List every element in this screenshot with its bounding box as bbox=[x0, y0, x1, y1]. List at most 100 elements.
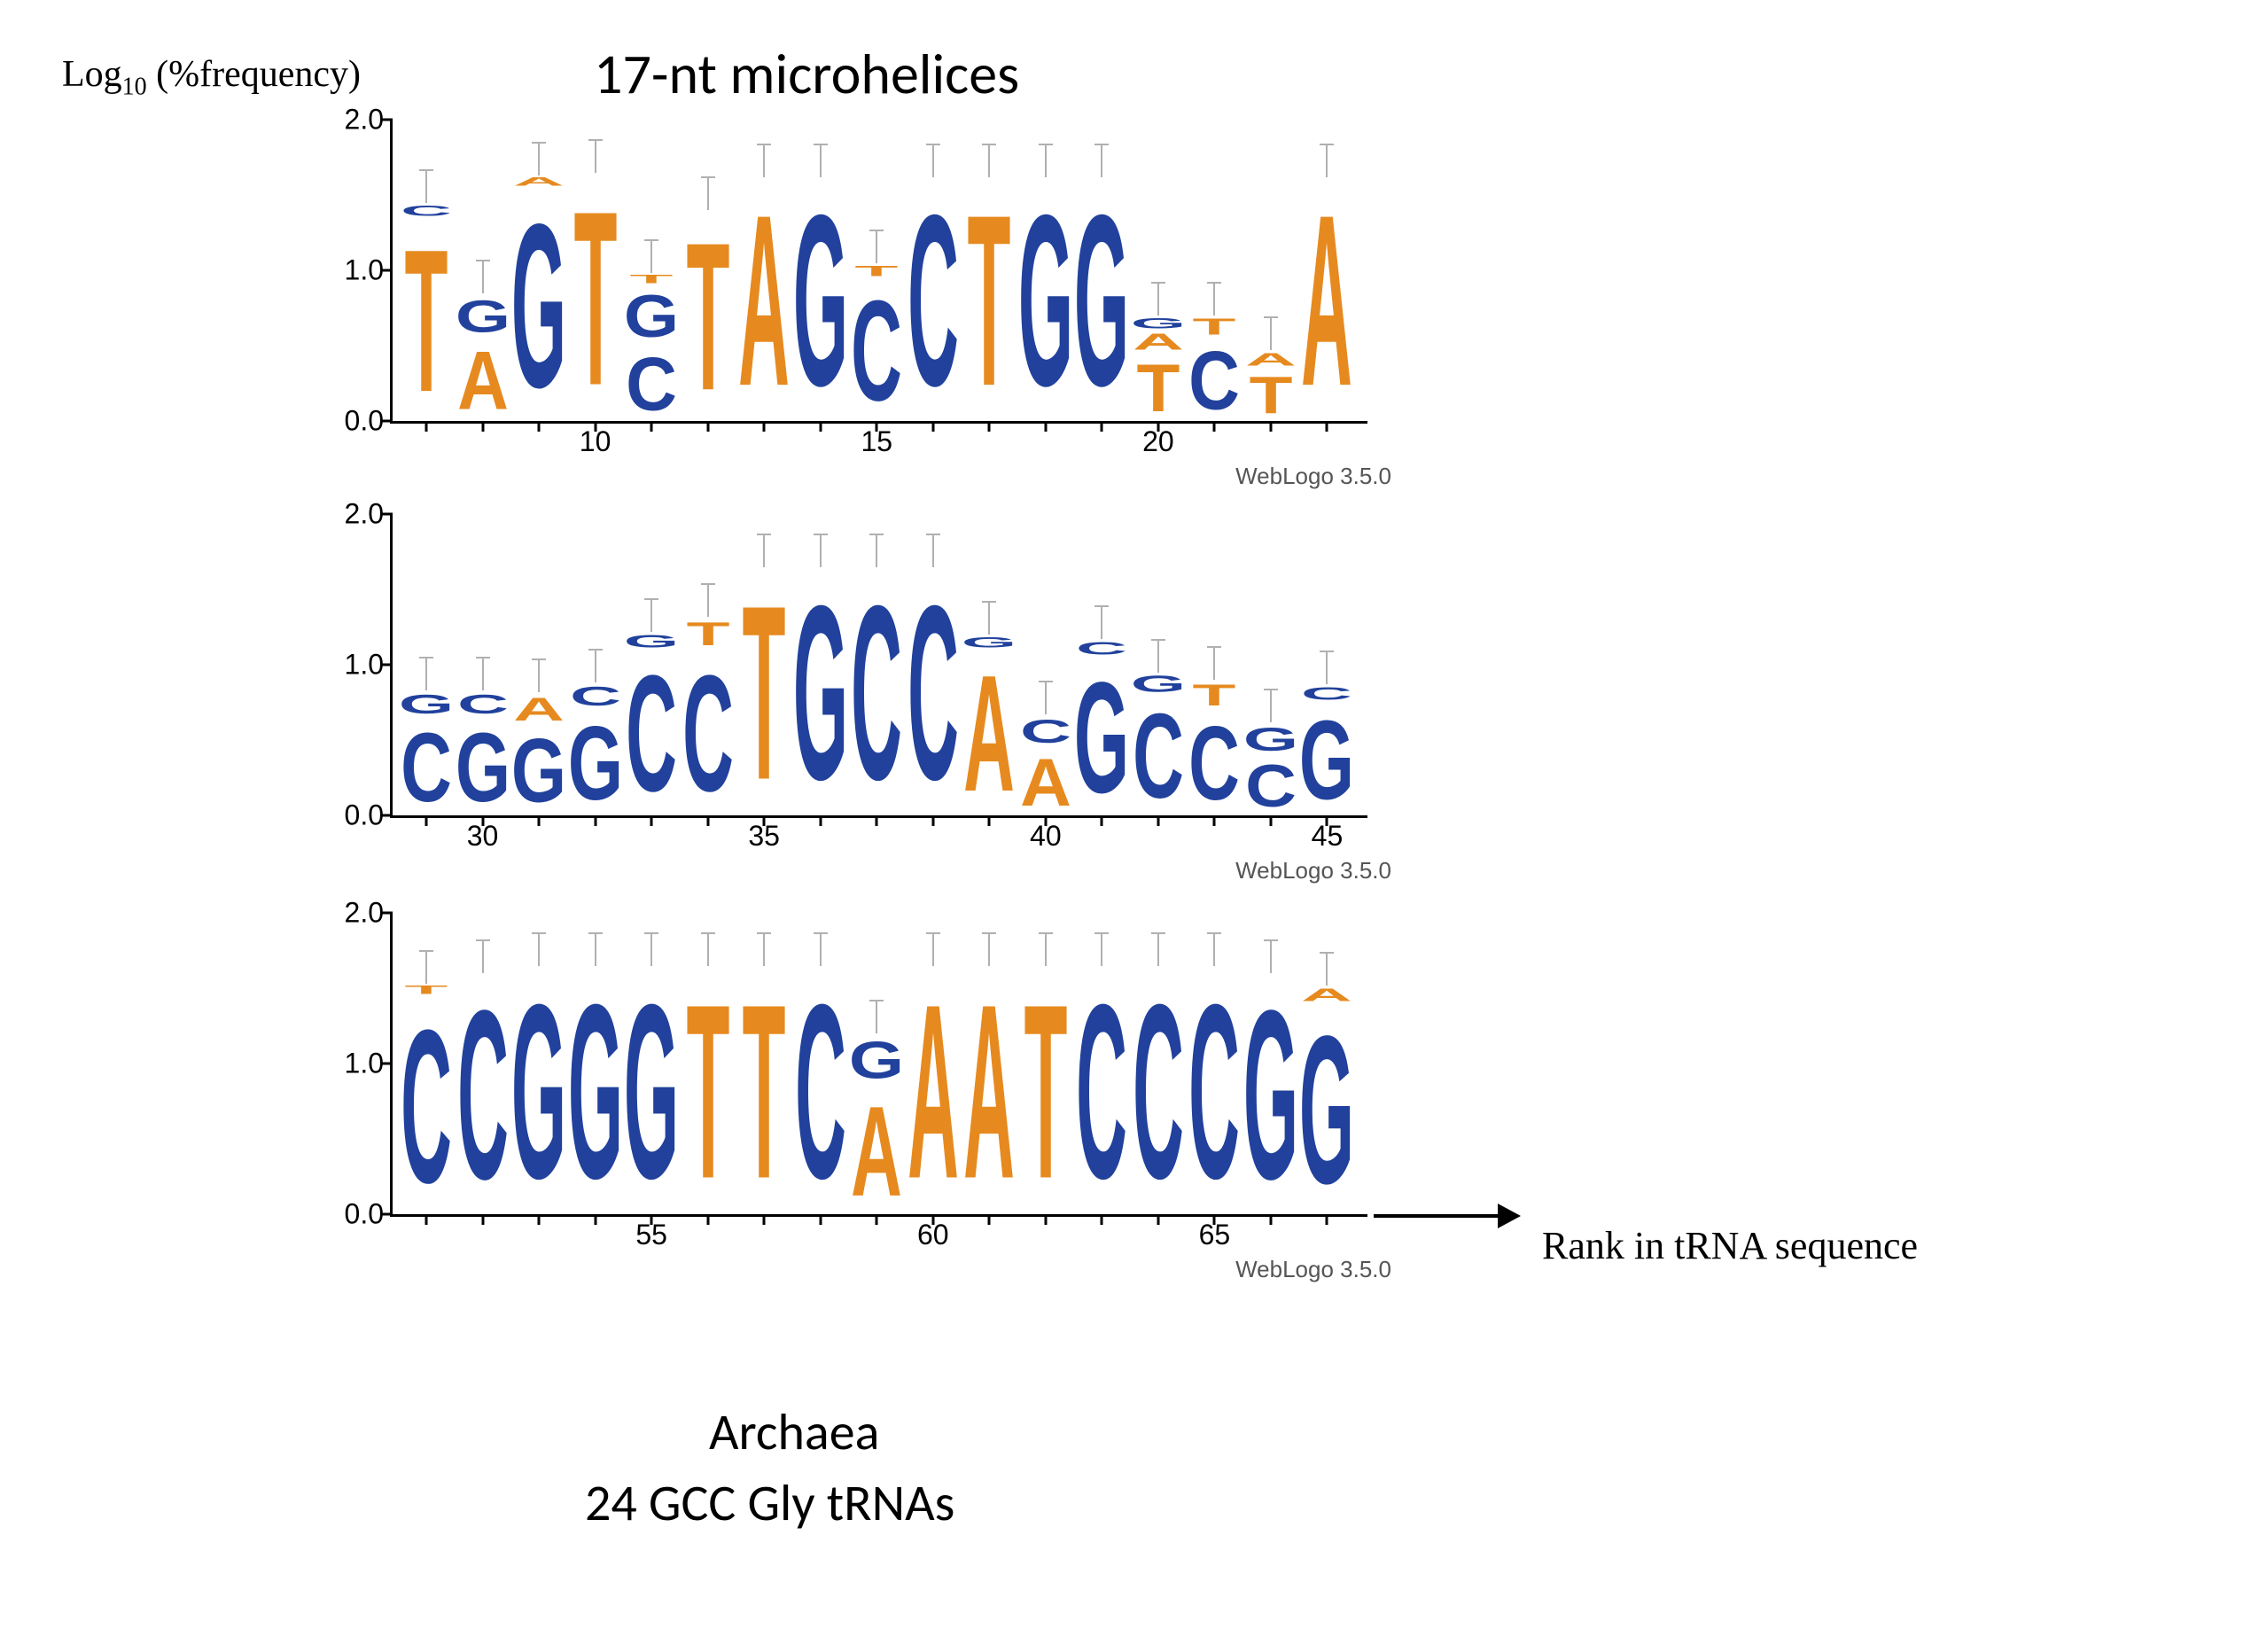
x-tick-mark bbox=[425, 421, 428, 432]
logo-position: A bbox=[739, 177, 789, 421]
logo-letter: A bbox=[1302, 986, 1352, 1003]
error-bar bbox=[643, 239, 659, 273]
error-bar bbox=[700, 583, 716, 617]
svg-text:G: G bbox=[627, 285, 676, 346]
logo-letter: T bbox=[1246, 369, 1296, 422]
logo-letter: C bbox=[458, 690, 508, 718]
logo-position: TAG bbox=[1133, 316, 1183, 421]
logo-letter: A bbox=[964, 966, 1014, 1215]
svg-text:G: G bbox=[458, 718, 508, 816]
error-bar bbox=[643, 932, 659, 966]
svg-text:G: G bbox=[514, 725, 564, 815]
x-axis-arrow-head bbox=[1498, 1204, 1521, 1228]
logo-letter: G bbox=[458, 293, 508, 339]
x-tick-mark bbox=[763, 421, 766, 432]
x-tick-label: 10 bbox=[580, 425, 611, 458]
logo-letter: A bbox=[1302, 177, 1352, 421]
error-bar bbox=[869, 230, 884, 263]
x-tick-mark bbox=[538, 815, 541, 826]
logo-letter: G bbox=[796, 567, 845, 816]
x-tick-label: 65 bbox=[1199, 1219, 1231, 1251]
logo-letter: C bbox=[683, 650, 733, 815]
logo-position: GA bbox=[514, 175, 564, 421]
caption-line-1: Archaea bbox=[709, 1400, 879, 1463]
weblogo-credit-3: WebLogo 3.5.0 bbox=[1235, 1256, 1391, 1283]
error-bar bbox=[1206, 932, 1222, 966]
logo-letter: C bbox=[1133, 695, 1183, 815]
svg-text:C: C bbox=[627, 346, 676, 421]
error-bar bbox=[756, 534, 772, 567]
y-tick-label: 1.0 bbox=[331, 1048, 384, 1080]
logo-position: CG bbox=[401, 690, 451, 815]
logo-letter: C bbox=[401, 996, 451, 1215]
logo-letter: T bbox=[852, 263, 901, 278]
error-bar bbox=[925, 534, 941, 567]
y-tick-label: 2.0 bbox=[331, 498, 384, 531]
x-tick-mark bbox=[538, 1214, 541, 1225]
svg-text:C: C bbox=[627, 650, 676, 815]
x-tick-mark bbox=[594, 815, 596, 826]
logo-panel-1: 0.01.02.0TCAGGAT10CGTTAGCT15CTGGTAG20CTT… bbox=[390, 120, 1365, 424]
x-tick-label: 55 bbox=[635, 1219, 667, 1251]
logo-letter: T bbox=[1189, 680, 1239, 710]
svg-text:T: T bbox=[1250, 369, 1293, 422]
logo-letter: G bbox=[571, 966, 620, 1215]
logo-letter: G bbox=[458, 718, 508, 816]
svg-text:G: G bbox=[571, 966, 620, 1215]
x-tick-mark bbox=[931, 421, 934, 432]
logo-letter: T bbox=[401, 984, 451, 996]
logo-position: T bbox=[683, 966, 733, 1215]
logo-letter: A bbox=[514, 175, 564, 188]
svg-text:G: G bbox=[627, 966, 676, 1215]
error-bar bbox=[869, 1000, 884, 1033]
logo-position: T bbox=[683, 210, 733, 421]
y-tick-mark bbox=[382, 912, 393, 915]
svg-text:G: G bbox=[1302, 1003, 1352, 1214]
logo-letter: T bbox=[1133, 354, 1183, 422]
y-tick-label: 2.0 bbox=[331, 897, 384, 930]
logo-letter: C bbox=[571, 682, 620, 710]
weblogo-credit-1: WebLogo 3.5.0 bbox=[1235, 463, 1391, 490]
logo-position: G bbox=[1021, 177, 1071, 421]
error-bar bbox=[1319, 144, 1335, 177]
svg-text:T: T bbox=[1193, 680, 1236, 710]
plot-area-1: 0.01.02.0TCAGGAT10CGTTAGCT15CTGGTAG20CTT… bbox=[390, 120, 1367, 424]
x-tick-mark bbox=[1044, 1214, 1047, 1225]
x-tick-mark bbox=[1269, 421, 1272, 432]
svg-text:G: G bbox=[571, 710, 620, 815]
error-bar bbox=[643, 598, 659, 632]
svg-text:A: A bbox=[1302, 177, 1352, 421]
logo-position: GC bbox=[458, 690, 508, 815]
x-axis-arrow-line bbox=[1374, 1214, 1498, 1218]
svg-text:G: G bbox=[852, 1033, 901, 1087]
svg-text:A: A bbox=[1021, 748, 1071, 816]
x-tick-mark bbox=[763, 1214, 766, 1225]
logo-position: GC bbox=[1077, 639, 1126, 815]
svg-text:G: G bbox=[1133, 316, 1183, 331]
error-bar bbox=[418, 169, 434, 203]
y-tick-mark bbox=[382, 420, 393, 423]
logo-position: CGT bbox=[627, 273, 676, 421]
svg-text:G: G bbox=[514, 966, 564, 1215]
logo-letter: G bbox=[1133, 673, 1183, 696]
caption-line-2: 24 GCC Gly tRNAs bbox=[585, 1471, 954, 1534]
logo-letter: T bbox=[1021, 966, 1071, 1215]
logo-position: C bbox=[1133, 966, 1183, 1215]
x-tick-mark bbox=[650, 421, 653, 432]
svg-text:G: G bbox=[796, 177, 845, 421]
logo-letter: A bbox=[964, 650, 1014, 815]
weblogo-credit-2: WebLogo 3.5.0 bbox=[1235, 857, 1391, 884]
error-bar bbox=[588, 139, 604, 173]
svg-text:T: T bbox=[968, 177, 1011, 421]
x-tick-mark bbox=[594, 1214, 596, 1225]
logo-letter: G bbox=[1246, 722, 1296, 755]
svg-text:G: G bbox=[1246, 973, 1296, 1214]
y-tick-label: 1.0 bbox=[331, 254, 384, 287]
svg-text:G: G bbox=[1077, 658, 1126, 816]
svg-text:G: G bbox=[458, 293, 508, 339]
x-tick-mark bbox=[876, 815, 878, 826]
svg-text:C: C bbox=[908, 567, 958, 816]
x-tick-label: 15 bbox=[861, 425, 892, 458]
logo-letter: C bbox=[1133, 966, 1183, 1215]
logo-letter: T bbox=[571, 173, 620, 422]
